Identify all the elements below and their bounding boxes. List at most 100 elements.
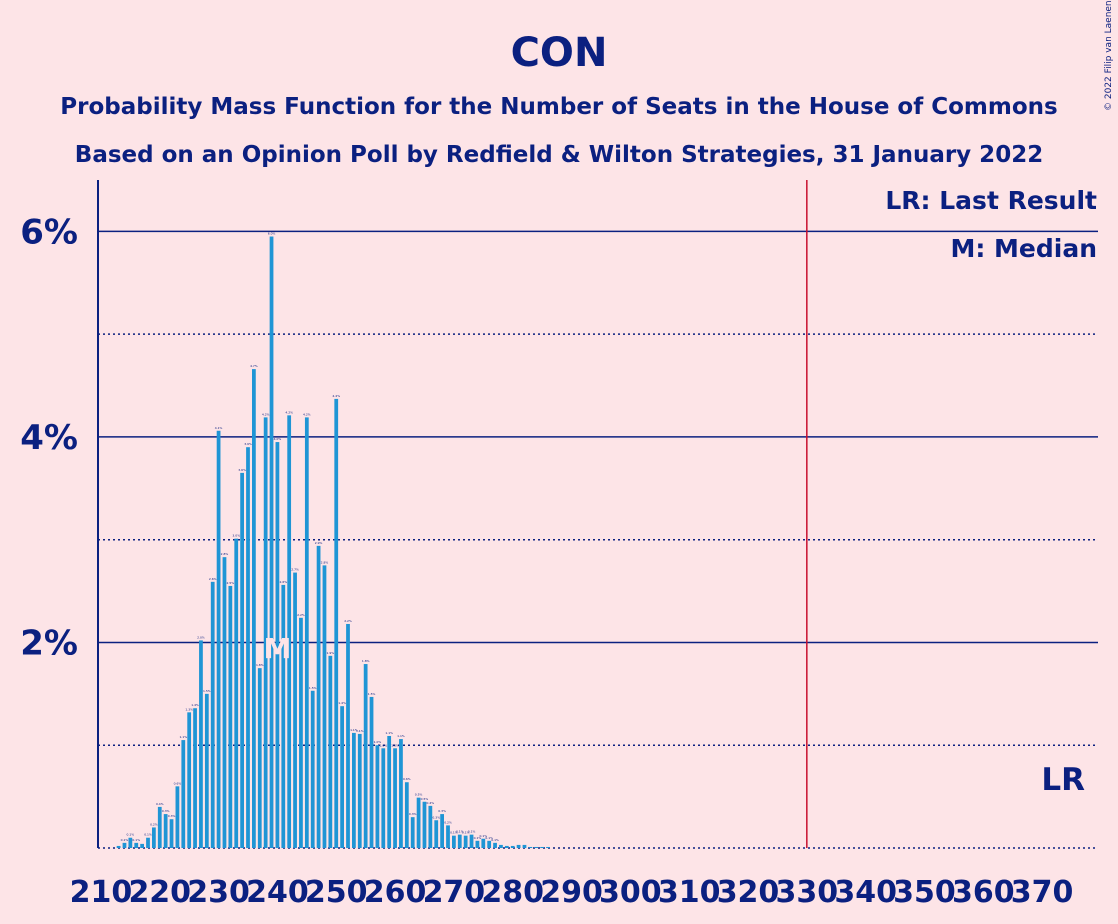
x-tick-label: 350	[893, 875, 956, 910]
bar	[516, 844, 521, 848]
bar	[522, 844, 527, 848]
bar	[210, 581, 215, 848]
legend-last-result: LR: Last Result	[885, 186, 1097, 215]
y-tick-label: 4%	[20, 418, 78, 458]
bar	[399, 739, 403, 848]
bar-value-label: 0.3%	[409, 812, 417, 816]
bar	[199, 640, 203, 848]
bar	[510, 845, 515, 848]
bar	[452, 835, 456, 848]
bar	[499, 844, 503, 848]
bar	[246, 447, 250, 848]
bar-value-label: 4.1%	[215, 426, 223, 430]
bar	[293, 572, 297, 848]
bar	[281, 584, 286, 848]
bar-value-label: 0.5%	[415, 793, 423, 797]
bar	[234, 538, 239, 848]
x-tick-label: 310	[658, 875, 721, 910]
bar	[128, 837, 133, 848]
bar-value-label: 1.0%	[391, 743, 399, 747]
bar-value-label: 4.2%	[285, 410, 293, 414]
bar	[410, 817, 415, 848]
x-tick-label: 270	[423, 875, 486, 910]
x-tick-label: 280	[481, 875, 544, 910]
bar-value-label: 1.1%	[385, 731, 393, 735]
bar	[487, 840, 492, 848]
bar-value-label: 1.4%	[338, 701, 346, 705]
bar	[287, 415, 292, 848]
bar	[540, 846, 544, 848]
bar-value-label: 0.1%	[456, 830, 464, 834]
bar	[257, 668, 262, 848]
bar	[169, 819, 174, 848]
bars	[116, 236, 550, 848]
y-tick-label: 2%	[20, 623, 78, 663]
bar-value-label: 3.9%	[244, 442, 252, 446]
bar	[404, 782, 409, 848]
bar-value-label: 0.1%	[450, 831, 458, 835]
x-tick-label: 340	[834, 875, 897, 910]
bar-value-label: 2.6%	[209, 577, 217, 581]
x-tick-label: 230	[187, 875, 250, 910]
bar-value-label: 3.6%	[238, 468, 246, 472]
bar-value-label: 0.3%	[438, 809, 446, 813]
x-tick-label: 290	[540, 875, 603, 910]
bar-value-label: 2.5%	[227, 581, 235, 585]
x-tick-label: 370	[1011, 875, 1074, 910]
bar	[269, 236, 274, 848]
x-tick-label: 300	[599, 875, 662, 910]
bar	[422, 801, 427, 848]
bar-value-label: 0.1%	[491, 838, 499, 842]
bar	[252, 369, 256, 848]
bar-value-label: 1.0%	[374, 740, 382, 744]
bar	[204, 693, 209, 848]
copyright-notice: © 2022 Filip van Laenen	[1104, 0, 1114, 111]
bar	[157, 806, 162, 848]
x-tick-label: 360	[952, 875, 1015, 910]
x-tick-labels: 2102202302402502602702802903003103203303…	[70, 875, 1074, 910]
legend-median: M: Median	[950, 234, 1097, 263]
bar	[363, 664, 368, 848]
bar-value-label: 1.5%	[203, 689, 211, 693]
x-tick-label: 330	[776, 875, 839, 910]
y-tick-labels: 2% 4% 6%	[20, 212, 78, 663]
bar-value-label: 1.4%	[191, 703, 199, 707]
bar-value-label: 6.0%	[268, 232, 276, 236]
bar-value-label: 1.0%	[379, 743, 387, 747]
bar	[446, 825, 450, 848]
bar	[334, 398, 339, 848]
bar-value-label: 2.6%	[279, 580, 287, 584]
bar	[504, 845, 509, 848]
bar	[416, 797, 421, 848]
bar	[457, 834, 462, 848]
bar-value-label: 0.1%	[121, 838, 129, 842]
bar-value-label: 1.3%	[185, 707, 193, 711]
bar	[275, 442, 280, 848]
bar	[163, 814, 168, 848]
x-tick-label: 250	[305, 875, 368, 910]
bar-value-label: 0.1%	[479, 834, 487, 838]
bar-value-label: 2.9%	[315, 541, 323, 545]
bar-value-label: 0.3%	[432, 815, 440, 819]
bar	[240, 472, 244, 848]
bar	[181, 740, 186, 848]
bar	[534, 846, 539, 848]
bar-value-label: 0.1%	[462, 831, 470, 835]
bar	[316, 545, 321, 848]
bar	[469, 834, 474, 848]
bar	[481, 838, 486, 848]
bar-value-label: 0.6%	[403, 777, 411, 781]
bar-value-label: 0.3%	[162, 809, 170, 813]
bar-value-label: 0.4%	[156, 802, 164, 806]
bar-value-label: 2.8%	[221, 552, 229, 556]
bar-value-label: 0.1%	[144, 833, 152, 837]
bar-value-label: 4.0%	[274, 437, 282, 441]
bar-value-label: 1.1%	[179, 735, 187, 739]
bar-value-label: 0.1%	[468, 830, 476, 834]
bar-value-label: 1.5%	[309, 686, 317, 690]
bar-value-label: 0.1%	[127, 833, 135, 837]
bar	[140, 843, 144, 848]
bar	[463, 835, 468, 848]
bar	[310, 690, 315, 848]
